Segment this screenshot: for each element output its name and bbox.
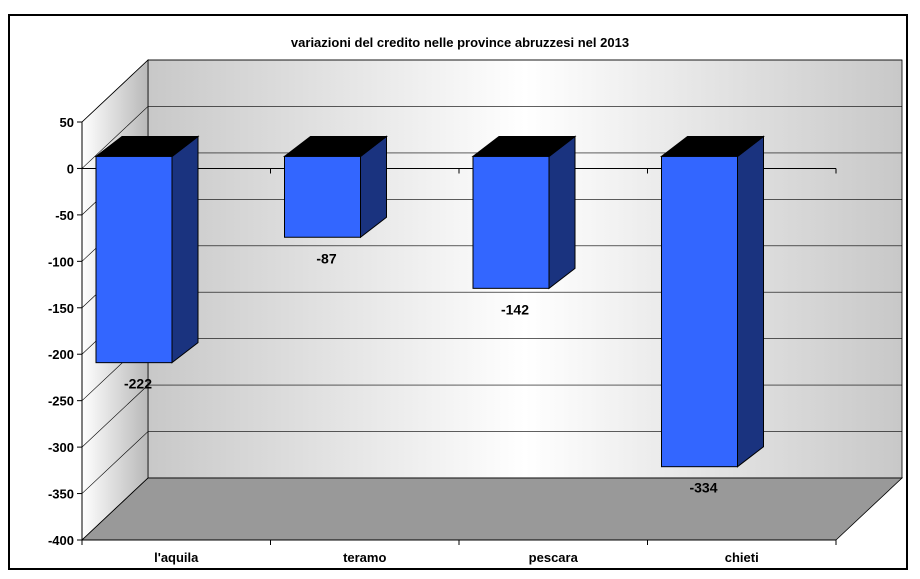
bar-side: [548, 135, 576, 290]
gridline-side: [81, 59, 149, 123]
y-tick-label: -300: [48, 440, 74, 455]
data-label: -334: [689, 480, 717, 496]
data-label: -222: [124, 376, 152, 392]
x-tick-label: pescara: [529, 550, 579, 565]
y-tick-label: 50: [60, 115, 74, 130]
data-label: -142: [501, 301, 529, 317]
x-tick-label: l'aquila: [154, 550, 199, 565]
y-tick-label: 0: [67, 161, 74, 176]
bar-side: [171, 135, 199, 364]
bar-side: [737, 135, 764, 468]
y-tick-label: -400: [48, 533, 74, 548]
y-tick-label: -200: [48, 347, 74, 362]
x-tick-label: chieti: [725, 550, 759, 565]
data-label: -87: [316, 250, 336, 266]
gridline-side: [81, 106, 149, 169]
y-tick-label: -50: [55, 208, 74, 223]
chart-title: variazioni del credito nelle province ab…: [291, 35, 629, 50]
x-tick-label: teramo: [343, 550, 386, 565]
y-tick-label: -150: [48, 301, 74, 316]
chart-frame: variazioni del credito nelle province ab…: [8, 14, 908, 570]
bar: [284, 155, 361, 238]
gridline-side: [81, 477, 149, 541]
gridline-side: [81, 384, 149, 448]
y-tick-label: -350: [48, 487, 74, 502]
bar: [472, 155, 550, 289]
gridline-side: [81, 431, 149, 494]
plot-area: 50 0 -50 -100 -150 -200 -250 -300 -350 -400 -222 l'…: [48, 59, 904, 565]
y-tick-label: -250: [48, 394, 74, 409]
chart-svg: variazioni del credito nelle province ab…: [48, 35, 904, 565]
floor: [80, 477, 904, 541]
y-tick-label: -100: [48, 254, 74, 269]
bar: [661, 155, 738, 468]
bar: [95, 155, 173, 364]
